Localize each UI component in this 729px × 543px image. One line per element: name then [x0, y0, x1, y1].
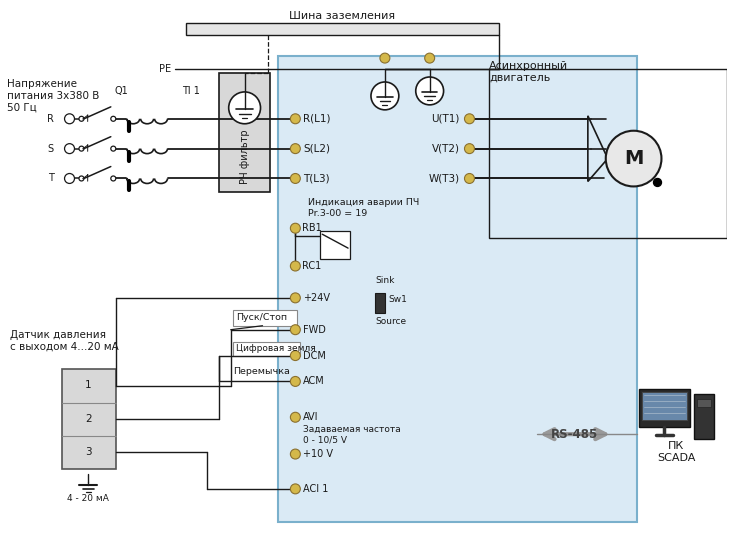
Text: 1: 1 [85, 381, 92, 390]
Text: RS-485: RS-485 [551, 428, 599, 441]
Text: +10 V: +10 V [303, 449, 333, 459]
Text: РЧ фильтр: РЧ фильтр [240, 130, 249, 185]
Text: ACI 1: ACI 1 [303, 484, 329, 494]
Text: RC1: RC1 [303, 261, 321, 271]
Circle shape [464, 144, 475, 154]
Text: Индикация аварии ПЧ
Pr.3-00 = 19: Индикация аварии ПЧ Pr.3-00 = 19 [308, 198, 419, 218]
Text: V(T2): V(T2) [432, 144, 459, 154]
Text: ПК
SCADA: ПК SCADA [658, 441, 695, 463]
Circle shape [111, 116, 116, 121]
Circle shape [111, 176, 116, 181]
Text: R: R [47, 114, 54, 124]
Bar [61, 369, 117, 469]
Text: S(L2): S(L2) [303, 144, 330, 154]
Circle shape [65, 114, 74, 124]
Text: Асинхронный
двигатель: Асинхронный двигатель [489, 61, 569, 83]
Circle shape [290, 144, 300, 154]
Circle shape [290, 351, 300, 361]
Circle shape [290, 114, 300, 124]
Text: W(T3): W(T3) [429, 173, 459, 184]
Text: ACM: ACM [303, 376, 325, 387]
Circle shape [290, 261, 300, 271]
Bar [639, 389, 690, 427]
Circle shape [290, 449, 300, 459]
Circle shape [464, 174, 475, 184]
Text: Напряжение
питания 3х380 В
50 Гц: Напряжение питания 3х380 В 50 Гц [7, 79, 99, 112]
Text: Перемычка: Перемычка [233, 367, 289, 376]
Circle shape [290, 484, 300, 494]
Circle shape [65, 174, 74, 184]
Bar [698, 399, 712, 407]
Circle shape [606, 131, 661, 186]
Bar [219, 73, 270, 192]
Bar [186, 23, 499, 35]
Text: RB1: RB1 [303, 223, 322, 233]
Text: M: M [624, 149, 643, 168]
Text: Q1: Q1 [114, 86, 128, 96]
Circle shape [425, 53, 434, 63]
Text: Датчик давления
с выходом 4...20 мА: Датчик давления с выходом 4...20 мА [9, 330, 119, 351]
Bar [320, 231, 350, 259]
Circle shape [653, 179, 661, 186]
Circle shape [371, 82, 399, 110]
Bar [233, 342, 300, 356]
Circle shape [416, 77, 443, 105]
Bar [278, 56, 636, 522]
Text: Sw1: Sw1 [389, 295, 408, 305]
Circle shape [229, 92, 260, 124]
Text: 4 - 20 мА: 4 - 20 мА [66, 494, 109, 503]
Circle shape [290, 223, 300, 233]
Text: Цифровая земля: Цифровая земля [235, 344, 316, 353]
Bar [375, 293, 385, 313]
Bar [489, 69, 727, 238]
Circle shape [65, 144, 74, 154]
Text: Source: Source [375, 317, 406, 326]
Text: +24V: +24V [303, 293, 330, 303]
Text: FWD: FWD [303, 325, 326, 334]
Text: 3: 3 [85, 447, 92, 457]
Text: AVI: AVI [303, 412, 319, 422]
Circle shape [79, 176, 84, 181]
Circle shape [290, 325, 300, 334]
Circle shape [79, 146, 84, 151]
Bar [233, 310, 297, 326]
Circle shape [290, 376, 300, 387]
Text: U(T1): U(T1) [431, 114, 459, 124]
Bar [694, 394, 714, 439]
Text: R(L1): R(L1) [303, 114, 331, 124]
Circle shape [79, 116, 84, 121]
Circle shape [290, 412, 300, 422]
Text: DCM: DCM [303, 351, 326, 361]
Text: Шина заземления: Шина заземления [289, 11, 395, 21]
Text: T(L3): T(L3) [303, 173, 330, 184]
Text: T: T [47, 173, 54, 184]
Circle shape [290, 293, 300, 303]
Circle shape [380, 53, 390, 63]
Bar [642, 393, 687, 420]
Text: PE: PE [159, 64, 171, 74]
Text: Sink: Sink [375, 276, 394, 285]
Text: 2: 2 [85, 414, 92, 424]
Circle shape [111, 146, 116, 151]
Text: Тl 1: Тl 1 [182, 86, 200, 96]
Text: S: S [47, 144, 54, 154]
Circle shape [464, 114, 475, 124]
Text: Пуск/Стоп: Пуск/Стоп [235, 313, 286, 322]
Circle shape [290, 174, 300, 184]
Text: Задаваемая частота
0 - 10/5 V: Задаваемая частота 0 - 10/5 V [303, 425, 401, 445]
